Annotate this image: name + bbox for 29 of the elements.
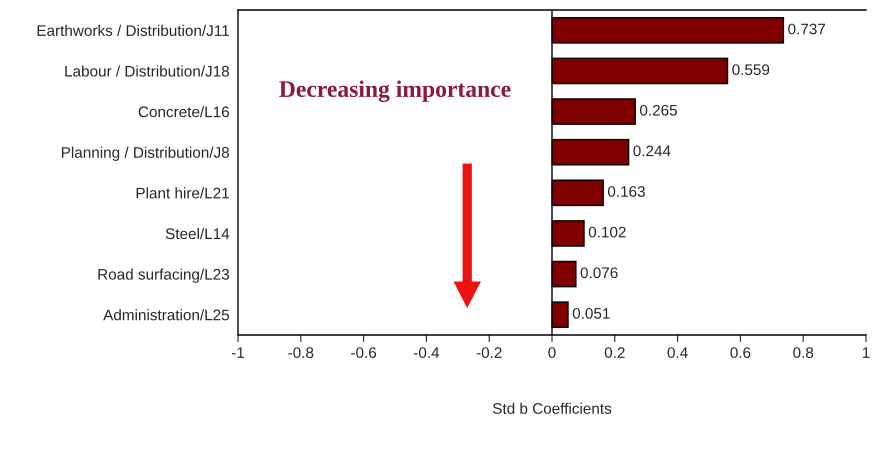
x-tick-label: -0.6 xyxy=(351,347,376,358)
y-tick-label: Steel/L14 xyxy=(166,228,230,240)
x-tick-label: -0.8 xyxy=(288,347,314,358)
annotation: Decreasing importance xyxy=(279,80,511,102)
x-tick-label: 0.8 xyxy=(793,347,814,358)
y-tick-label: Labour / Distribution/J18 xyxy=(65,65,230,77)
x-tick-label: 0.2 xyxy=(604,347,625,358)
data-label: 0.559 xyxy=(732,64,770,76)
x-tick-label: 0.6 xyxy=(730,347,750,358)
x-tick-label: -1 xyxy=(232,347,244,358)
y-tick-label: Concrete/L16 xyxy=(138,106,229,118)
data-label: 0.244 xyxy=(633,145,671,156)
data-label: 0.102 xyxy=(588,226,626,238)
x-tick-label: 1 xyxy=(862,347,870,358)
x-axis-title: Std b Coefficients xyxy=(492,402,612,414)
data-label: 0.051 xyxy=(572,308,610,319)
x-tick-label: -0.2 xyxy=(476,347,502,358)
data-label: 0.163 xyxy=(608,186,645,197)
x-tick-label: 0.4 xyxy=(668,347,688,358)
y-tick-label: Administration/L25 xyxy=(103,309,230,320)
data-label: 0.737 xyxy=(788,24,826,34)
y-tick-label: Road surfacing/L23 xyxy=(98,268,230,283)
y-tick-label: Planning / Distribution/J8 xyxy=(62,146,230,161)
x-tick-label: -0.4 xyxy=(414,347,440,358)
x-tick-label: 0 xyxy=(548,347,556,358)
data-label: 0.076 xyxy=(580,267,618,278)
data-label: 0.265 xyxy=(640,104,677,116)
y-tick-label: Plant hire/L21 xyxy=(136,187,229,198)
y-tick-label: Earthworks / Distribution/J11 xyxy=(38,24,229,36)
